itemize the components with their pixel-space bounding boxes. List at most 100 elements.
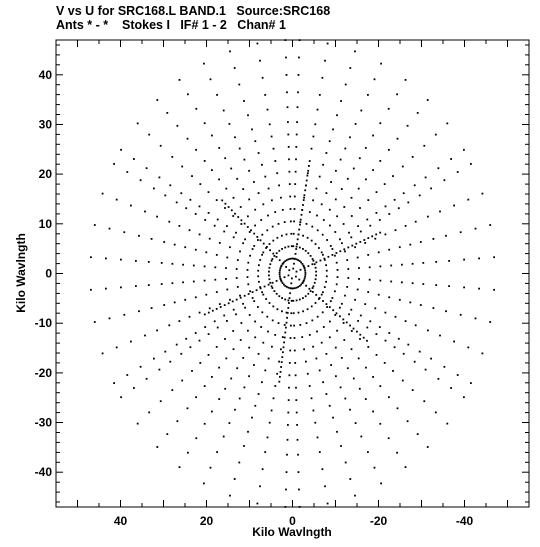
uv-point	[335, 312, 338, 315]
uv-point	[318, 247, 320, 249]
uv-point	[340, 357, 343, 359]
uv-point	[242, 188, 245, 190]
uv-point	[225, 187, 228, 190]
uv-point	[315, 357, 318, 360]
uv-point	[350, 215, 353, 217]
uv-point	[284, 260, 287, 262]
uv-point	[352, 167, 355, 170]
uv-point	[414, 324, 417, 327]
uv-point	[283, 341, 285, 344]
uv-point	[316, 436, 319, 439]
uv-point	[301, 263, 304, 265]
uv-point	[313, 281, 316, 284]
uv-point	[272, 397, 275, 400]
uv-point	[246, 269, 249, 271]
uv-point	[459, 313, 462, 316]
uv-point	[280, 279, 282, 282]
uv-point	[171, 156, 174, 158]
uv-point	[216, 326, 219, 329]
uv-point	[331, 254, 334, 256]
uv-point	[292, 312, 295, 315]
uv-point	[366, 326, 369, 329]
uv-point	[305, 360, 307, 363]
uv-point	[203, 313, 206, 316]
uv-point	[209, 466, 212, 469]
uv-point	[248, 169, 250, 172]
uv-point	[328, 140, 331, 143]
uv-point	[306, 236, 309, 239]
uv-point	[316, 229, 319, 232]
uv-point	[341, 242, 343, 245]
uv-point	[113, 163, 115, 165]
uv-point	[270, 285, 273, 288]
uv-point	[334, 254, 336, 257]
uv-point	[195, 437, 198, 440]
uv-point	[278, 184, 280, 187]
uv-point	[311, 225, 314, 228]
uv-point	[285, 74, 288, 76]
uv-point	[181, 165, 184, 168]
uv-point	[321, 311, 324, 314]
uv-point	[267, 214, 269, 217]
uv-point	[158, 176, 161, 179]
uv-point	[318, 175, 321, 178]
uv-point	[251, 291, 254, 293]
uv-point	[298, 298, 301, 301]
uv-point	[236, 286, 239, 288]
uv-point	[223, 314, 226, 317]
uv-point	[314, 278, 317, 281]
uv-point	[418, 194, 421, 197]
uv-point	[237, 216, 240, 218]
uv-point	[123, 231, 126, 234]
uv-point	[332, 128, 334, 131]
uv-point	[218, 398, 221, 400]
uv-point	[387, 437, 390, 440]
uv-point	[123, 313, 126, 316]
uv-point	[296, 121, 298, 123]
uv-point	[359, 207, 361, 209]
uv-point	[286, 316, 288, 319]
uv-point	[233, 67, 236, 69]
uv-point	[315, 261, 318, 264]
uv-point	[489, 224, 492, 226]
uv-point	[187, 451, 189, 454]
uv-point	[203, 62, 205, 65]
uv-point	[282, 346, 285, 349]
uv-point	[383, 183, 386, 185]
uv-point	[288, 170, 291, 173]
uv-point	[205, 293, 208, 296]
uv-point	[358, 278, 360, 280]
uv-point	[396, 137, 399, 140]
uv-point	[335, 375, 337, 378]
uv-point	[288, 302, 290, 304]
uv-point	[242, 357, 245, 359]
uv-point	[271, 287, 274, 289]
uv-point	[326, 239, 328, 241]
uv-point	[445, 234, 447, 237]
uv-point	[470, 163, 472, 165]
uv-point	[364, 242, 367, 244]
uv-point	[401, 165, 404, 168]
uv-point	[435, 284, 438, 286]
uv-point	[213, 224, 216, 227]
uv-point	[271, 199, 273, 202]
uv-point	[145, 167, 148, 170]
uv-point	[339, 250, 342, 253]
uv-point	[300, 261, 302, 264]
uv-point	[283, 336, 286, 339]
uv-point	[474, 227, 477, 230]
uv-point	[311, 263, 314, 266]
uv-point	[308, 211, 311, 213]
uv-point	[225, 357, 228, 360]
uv-point	[339, 158, 342, 161]
uv-point	[297, 286, 300, 288]
uv-point	[188, 229, 191, 232]
uv-point	[315, 294, 318, 296]
uv-point	[224, 207, 226, 209]
uv-point	[290, 312, 293, 315]
uv-point	[343, 248, 346, 251]
uv-point	[261, 253, 263, 256]
uv-point	[423, 144, 426, 147]
uv-point	[310, 239, 313, 242]
uv-point	[303, 348, 305, 351]
